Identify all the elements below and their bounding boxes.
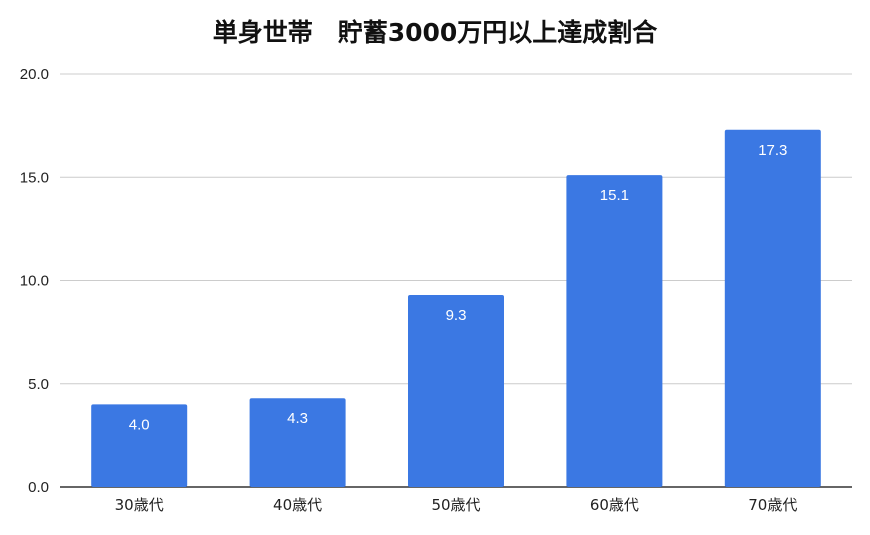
bar	[724, 129, 821, 487]
x-tick-label: 30歳代	[115, 496, 164, 514]
chart-title: 単身世帯 貯蓄3000万円以上達成割合	[213, 18, 659, 47]
y-tick-label: 15.0	[20, 169, 49, 186]
data-label: 15.1	[600, 187, 629, 204]
bar	[566, 175, 663, 487]
y-tick-label: 0.0	[28, 479, 49, 496]
data-label: 9.3	[446, 307, 467, 324]
data-label: 4.0	[129, 416, 150, 433]
data-label: 4.3	[287, 410, 308, 427]
y-tick-label: 20.0	[20, 66, 49, 83]
y-tick-label: 10.0	[20, 273, 49, 290]
x-tick-label: 70歳代	[748, 496, 797, 514]
bar	[408, 294, 504, 487]
bar	[91, 404, 188, 487]
y-tick-label: 5.0	[28, 376, 49, 393]
x-tick-label: 50歳代	[431, 496, 480, 514]
x-tick-label: 60歳代	[590, 496, 639, 514]
x-tick-label: 40歳代	[273, 496, 322, 514]
data-label: 17.3	[758, 142, 787, 159]
bar	[249, 398, 346, 487]
